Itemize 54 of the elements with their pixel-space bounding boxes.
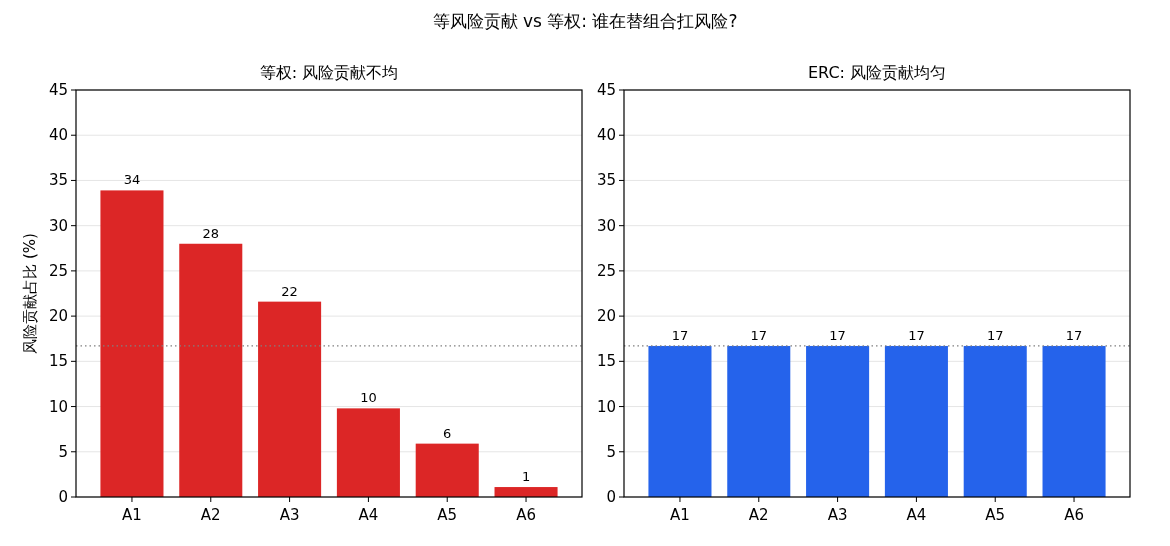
- bar: [336, 408, 400, 497]
- y-tick-label: 0: [606, 488, 616, 506]
- x-tick-label: A4: [906, 506, 927, 524]
- y-tick-label: 15: [596, 352, 616, 371]
- data-label: 34: [123, 172, 141, 188]
- data-label: 17: [986, 327, 1004, 343]
- bar: [494, 487, 558, 497]
- x-tick-label: A1: [122, 506, 142, 524]
- data-label: 22: [281, 283, 298, 299]
- x-tick-label: A3: [279, 506, 300, 524]
- y-tick-label: 35: [48, 171, 68, 190]
- x-tick-label: A1: [670, 506, 690, 524]
- x-tick-label: A5: [437, 506, 458, 524]
- data-label: 6: [443, 425, 452, 441]
- y-tick-label: 35: [596, 171, 616, 190]
- bar: [415, 443, 479, 497]
- y-tick-label: 25: [48, 261, 68, 280]
- data-label: 28: [202, 225, 220, 241]
- y-tick-label: 40: [48, 126, 68, 145]
- chart-subtitle: 等权: 风险贡献不均: [259, 63, 399, 82]
- bar: [258, 301, 322, 497]
- y-tick-label: 40: [596, 126, 616, 145]
- chart-title: 等风险贡献 vs 等权: 谁在替组合扛风险?: [432, 11, 738, 31]
- y-tick-label: 45: [596, 81, 616, 99]
- y-tick-label: 25: [596, 261, 616, 280]
- y-tick-label: 5: [58, 442, 68, 461]
- y-axis-title: 风险贡献占比 (%): [21, 233, 39, 354]
- data-label: 17: [829, 327, 846, 343]
- x-tick-label: A6: [1064, 506, 1084, 524]
- y-tick-label: 20: [596, 307, 616, 326]
- data-label: 1: [521, 469, 531, 485]
- x-tick-label: A5: [985, 506, 1006, 524]
- y-tick-label: 15: [48, 352, 68, 371]
- data-label: 17: [750, 327, 768, 343]
- data-label: 10: [360, 390, 377, 406]
- x-tick-label: A4: [358, 506, 379, 524]
- bar: [179, 243, 243, 497]
- x-tick-label: A3: [827, 506, 848, 524]
- bar: [100, 190, 164, 497]
- data-label: 17: [908, 327, 925, 343]
- y-tick-label: 10: [596, 397, 616, 416]
- y-tick-label: 45: [48, 81, 68, 99]
- y-tick-label: 5: [606, 442, 616, 461]
- data-label: 17: [671, 327, 689, 343]
- y-tick-label: 30: [48, 216, 68, 235]
- x-tick-label: A2: [748, 506, 769, 524]
- y-tick-label: 10: [48, 397, 68, 416]
- y-tick-label: 30: [596, 216, 616, 235]
- x-tick-label: A2: [200, 506, 221, 524]
- y-tick-label: 20: [48, 307, 68, 326]
- chart-subtitle: ERC: 风险贡献均匀: [807, 63, 947, 82]
- x-tick-label: A6: [516, 506, 536, 524]
- y-tick-label: 0: [58, 488, 68, 506]
- data-label: 17: [1065, 327, 1083, 343]
